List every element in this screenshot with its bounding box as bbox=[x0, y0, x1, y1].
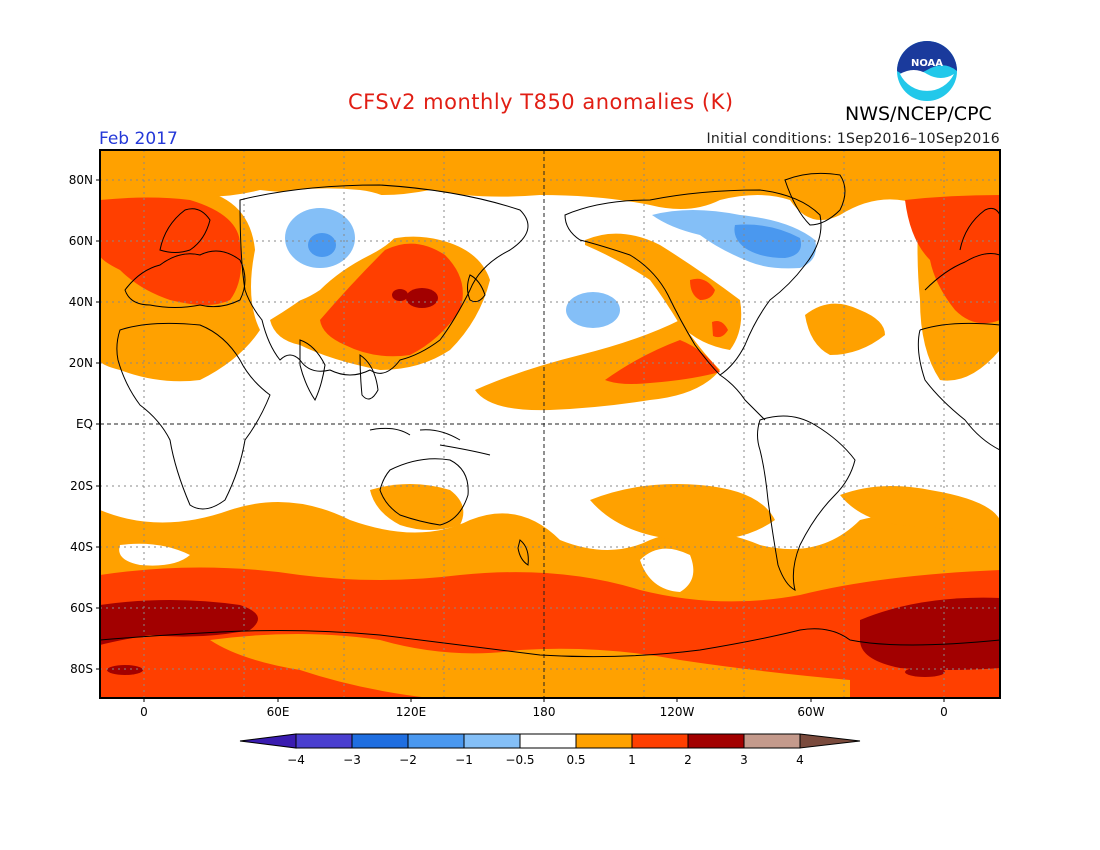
white-gap-south-atlantic bbox=[119, 543, 190, 566]
colorbar-label-pos05: 0.5 bbox=[566, 753, 586, 767]
colorbar-label-pos2: 2 bbox=[684, 753, 692, 767]
east-atlantic-red bbox=[905, 195, 1000, 324]
agency-label: NWS/NCEP/CPC bbox=[845, 103, 992, 125]
north-america-red-1 bbox=[690, 278, 715, 300]
pacific-orange-tongue bbox=[475, 320, 720, 411]
south-pacific-orange bbox=[590, 484, 775, 541]
colorbar-cell-neg2 bbox=[351, 733, 409, 749]
south-atlantic-orange bbox=[840, 486, 1000, 530]
noaa-logo: NOAA bbox=[897, 41, 957, 101]
lat-label-40n: 40N bbox=[68, 295, 93, 309]
east-asia-darkred-2 bbox=[392, 289, 408, 301]
colorbar-cell-neg3 bbox=[295, 733, 353, 749]
colorbar-cell-neutral bbox=[519, 733, 577, 749]
colorbar-neg-end bbox=[239, 733, 297, 749]
equator-and-dateline bbox=[100, 150, 1000, 698]
lon-label-0-west: 0 bbox=[140, 705, 148, 719]
colorbar-cell-neg1 bbox=[407, 733, 465, 749]
anomaly-field bbox=[100, 150, 1000, 698]
colorbar-label-pos4: 4 bbox=[796, 753, 804, 767]
lat-label-40s: 40S bbox=[70, 540, 93, 554]
colorbar-cell-pos05 bbox=[575, 733, 633, 749]
australia-orange bbox=[370, 484, 464, 530]
darkred-southwest bbox=[100, 600, 258, 645]
north-america-orange bbox=[585, 233, 742, 350]
colorbar-label-neg2: −2 bbox=[399, 753, 417, 767]
colorbar-label-pos3: 3 bbox=[740, 753, 748, 767]
initial-conditions: Initial conditions: 1Sep2016–10Sep2016 bbox=[706, 131, 1000, 147]
colorbar-label-neg3: −3 bbox=[343, 753, 361, 767]
darkred-southeast bbox=[860, 597, 1000, 670]
northern-orange-band bbox=[100, 150, 1000, 220]
lat-label-20s: 20S bbox=[70, 479, 93, 493]
colorbar-label-neg4: −4 bbox=[287, 753, 305, 767]
colorbar-label-neg05: −0.5 bbox=[505, 753, 535, 767]
north-america-red-2 bbox=[712, 321, 728, 338]
antarctic-orange-patch bbox=[210, 634, 850, 698]
coastlines bbox=[100, 172, 1000, 658]
lon-label-60e: 60E bbox=[266, 705, 290, 719]
colorbar bbox=[239, 733, 861, 749]
north-pacific-blue bbox=[566, 292, 620, 328]
colorbar-label-pos1: 1 bbox=[628, 753, 636, 767]
pacific-red-tongue bbox=[605, 340, 720, 384]
forecast-month: Feb 2017 bbox=[99, 129, 178, 149]
lon-label-180: 180 bbox=[532, 705, 556, 719]
lat-label-60s: 60S bbox=[70, 601, 93, 615]
white-gap-south-pacific bbox=[640, 548, 694, 592]
noaa-logo-text: NOAA bbox=[911, 58, 943, 69]
lat-label-20n: 20N bbox=[68, 356, 93, 370]
tick-marks bbox=[96, 179, 945, 702]
darkred-spot-sw bbox=[107, 665, 143, 675]
lon-label-0-east: 0 bbox=[940, 705, 948, 719]
east-asia-red bbox=[320, 243, 463, 357]
colorbar-pos-end bbox=[799, 733, 861, 749]
colorbar-cell-pos2 bbox=[687, 733, 745, 749]
map-title: CFSv2 monthly T850 anomalies (K) bbox=[348, 90, 734, 114]
colorbar-cell-neg05 bbox=[463, 733, 521, 749]
lon-label-60w: 60W bbox=[797, 705, 825, 719]
lat-label-80s: 80S bbox=[70, 662, 93, 676]
lon-label-120e: 120E bbox=[395, 705, 427, 719]
east-asia-darkred bbox=[406, 288, 438, 308]
colorbar-cell-pos1 bbox=[631, 733, 689, 749]
colorbar-cell-pos3 bbox=[743, 733, 801, 749]
siberia-blue-inner bbox=[308, 233, 336, 257]
atlantic-orange bbox=[805, 303, 885, 355]
lon-label-120w: 120W bbox=[659, 705, 695, 719]
lat-label-80n: 80N bbox=[68, 173, 93, 187]
lat-label-eq: EQ bbox=[75, 417, 93, 431]
colorbar-label-neg1: −1 bbox=[455, 753, 473, 767]
lat-label-60n: 60N bbox=[68, 234, 93, 248]
